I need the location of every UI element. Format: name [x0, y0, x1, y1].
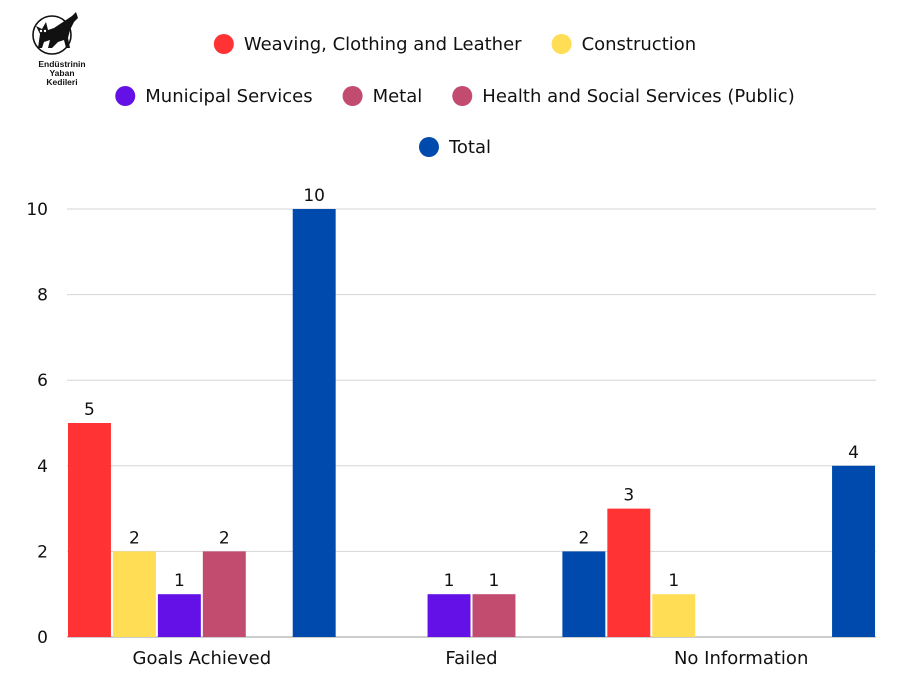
logo-line-1: Endüstrinin	[38, 59, 86, 69]
bar-metal-failed	[472, 594, 516, 637]
y-tick-label-2: 2	[37, 542, 48, 562]
data-label-total-no-information: 4	[848, 443, 859, 463]
legend-marker-construction	[551, 34, 572, 54]
x-tick-label-no-information: No Information	[674, 648, 808, 669]
legend-label-construction: Construction	[582, 34, 697, 55]
legend-marker-health-and-social-services-public	[452, 86, 473, 106]
legend-label-total: Total	[448, 137, 491, 158]
data-label-metal-goals-achieved: 2	[219, 528, 230, 548]
legend-marker-total	[418, 137, 439, 157]
y-tick-label-10: 10	[26, 200, 48, 220]
data-label-metal-failed: 1	[489, 571, 500, 591]
logo: Endüstrinin Yaban Kedileri	[30, 8, 94, 98]
data-label-municipal-services-failed: 1	[444, 571, 455, 591]
legend-label-metal: Metal	[373, 86, 423, 107]
bar-municipal-services-failed	[427, 594, 471, 637]
y-tick-label-4: 4	[37, 457, 48, 477]
logo-line-3: Kedileri	[46, 77, 78, 87]
logo-line-2: Yaban	[49, 68, 75, 78]
legend-label-weaving-clothing-and-leather: Weaving, Clothing and Leather	[244, 34, 522, 55]
bar-municipal-services-goals-achieved	[157, 594, 201, 637]
y-tick-label-8: 8	[37, 286, 48, 306]
legend-marker-municipal-services	[115, 86, 136, 106]
bar-construction-goals-achieved	[112, 551, 156, 637]
y-tick-label-0: 0	[37, 628, 48, 648]
data-label-weaving-clothing-and-leather-goals-achieved: 5	[84, 400, 95, 420]
data-label-construction-goals-achieved: 2	[129, 528, 140, 548]
legend-label-health-and-social-services-public: Health and Social Services (Public)	[482, 86, 794, 107]
legend-label-municipal-services: Municipal Services	[145, 86, 312, 107]
y-tick-label-6: 6	[37, 371, 48, 391]
data-label-construction-no-information: 1	[668, 571, 679, 591]
bar-total-goals-achieved	[292, 209, 336, 637]
data-label-total-goals-achieved: 10	[303, 186, 325, 206]
bar-weaving-clothing-and-leather-goals-achieved	[68, 423, 111, 637]
x-tick-label-goals-achieved: Goals Achieved	[133, 648, 272, 669]
bar-construction-no-information	[652, 594, 696, 637]
logo-text: Endüstrinin Yaban Kedileri	[30, 60, 94, 87]
data-label-weaving-clothing-and-leather-no-information: 3	[623, 486, 634, 506]
bar-total-no-information	[832, 465, 875, 637]
black-cat-icon	[32, 12, 78, 55]
bar-metal-goals-achieved	[202, 551, 246, 637]
data-label-total-failed: 2	[578, 528, 589, 548]
legend-marker-weaving-clothing-and-leather	[213, 34, 234, 54]
bar-weaving-clothing-and-leather-no-information	[607, 508, 651, 637]
legend-marker-metal	[342, 86, 363, 106]
bar-total-failed	[562, 551, 606, 637]
data-label-municipal-services-goals-achieved: 1	[174, 571, 185, 591]
x-tick-label-failed: Failed	[445, 648, 497, 669]
